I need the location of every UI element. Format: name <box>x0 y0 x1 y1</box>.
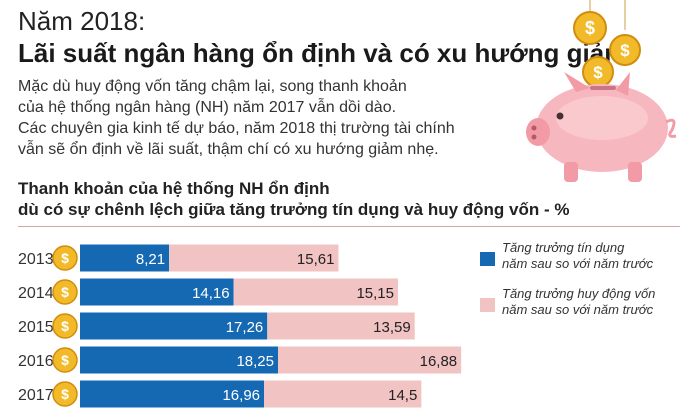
data-label-credit: 18,25 <box>236 353 274 370</box>
legend-swatch-deposit <box>480 298 495 312</box>
data-label-credit: 17,26 <box>226 319 264 336</box>
bar-deposit <box>267 312 415 340</box>
legend-swatch-credit <box>480 252 495 266</box>
intro-line: của hệ thống ngân hàng (NH) năm 2017 vẫn… <box>18 99 397 116</box>
piggy-bank-icon: $ $ $ <box>526 0 677 182</box>
bar-deposit <box>264 380 422 408</box>
coin-symbol: $ <box>620 41 630 60</box>
year-label: 2016 <box>18 353 54 370</box>
coin-symbol: $ <box>61 386 69 402</box>
intro-line: Các chuyên gia kinh tế dự báo, năm 2018 … <box>18 120 455 137</box>
year-label: 2014 <box>18 285 54 302</box>
bar-deposit <box>169 244 339 272</box>
coin-icon <box>52 245 78 271</box>
year-label: 2015 <box>18 319 54 336</box>
data-label-deposit: 16,88 <box>420 353 458 370</box>
data-label-deposit: 15,61 <box>297 251 335 268</box>
data-label-deposit: 14,5 <box>388 387 417 404</box>
intro-text: Mặc dù huy động vốn tăng chậm lại, song … <box>18 76 518 160</box>
year-label: 2013 <box>18 251 54 268</box>
data-label-deposit: 13,59 <box>373 319 411 336</box>
bar-deposit <box>233 278 399 306</box>
coin-symbol: $ <box>61 250 69 266</box>
data-label-credit: 14,16 <box>192 285 230 302</box>
coin-symbol: $ <box>61 318 69 334</box>
coin-symbol: $ <box>61 352 69 368</box>
chart-title-line: dù có sự chênh lệch giữa tăng trưởng tín… <box>18 200 570 219</box>
bar-credit <box>80 312 268 340</box>
legend-item-credit: Tăng trưởng tín dụng năm sau so với năm … <box>480 240 680 272</box>
intro-line: vẫn sẽ ổn định về lãi suất, thậm chí có … <box>18 141 439 158</box>
pig-body <box>526 72 677 182</box>
data-label-deposit: 15,15 <box>356 285 394 302</box>
coin-icon <box>52 313 78 339</box>
legend-label-line: Tăng trưởng tín dụng <box>502 240 625 255</box>
bar-credit <box>80 380 265 408</box>
chart-legend: Tăng trưởng tín dụng năm sau so với năm … <box>480 240 680 328</box>
bar-deposit <box>278 346 462 374</box>
chart-title-line: Thanh khoản của hệ thống NH ổn định <box>18 179 330 198</box>
legend-label-line: Tăng trưởng huy động vốn <box>502 286 656 301</box>
year-title: Năm 2018: <box>18 6 146 36</box>
legend-label-line: năm sau so với năm trước <box>502 256 654 271</box>
coin-icon <box>52 279 78 305</box>
coin-symbol: $ <box>593 63 603 82</box>
divider <box>18 226 680 227</box>
intro-line: Mặc dù huy động vốn tăng chậm lại, song … <box>18 78 407 95</box>
bar-credit <box>80 278 234 306</box>
legend-item-deposit: Tăng trưởng huy động vốn năm sau so với … <box>480 286 680 318</box>
chart-title: Thanh khoản của hệ thống NH ổn định dù c… <box>18 178 569 220</box>
data-label-credit: 8,21 <box>136 251 165 268</box>
page-title: Lãi suất ngân hàng ổn định và có xu hướn… <box>18 38 628 68</box>
coin-symbol: $ <box>61 284 69 300</box>
data-label-credit: 16,96 <box>222 387 260 404</box>
hanging-coins: $ $ $ <box>573 0 641 88</box>
bar-credit <box>80 244 170 272</box>
bar-credit <box>80 346 279 374</box>
year-label: 2017 <box>18 387 54 404</box>
coin-symbol: $ <box>585 18 595 38</box>
coin-icon <box>52 347 78 373</box>
coin-icon <box>52 381 78 407</box>
legend-label-line: năm sau so với năm trước <box>502 302 654 317</box>
bar-chart: 2013 $8,21 15,61 2014 $14,16 15,15 2015 $17,26 1… <box>18 244 462 408</box>
